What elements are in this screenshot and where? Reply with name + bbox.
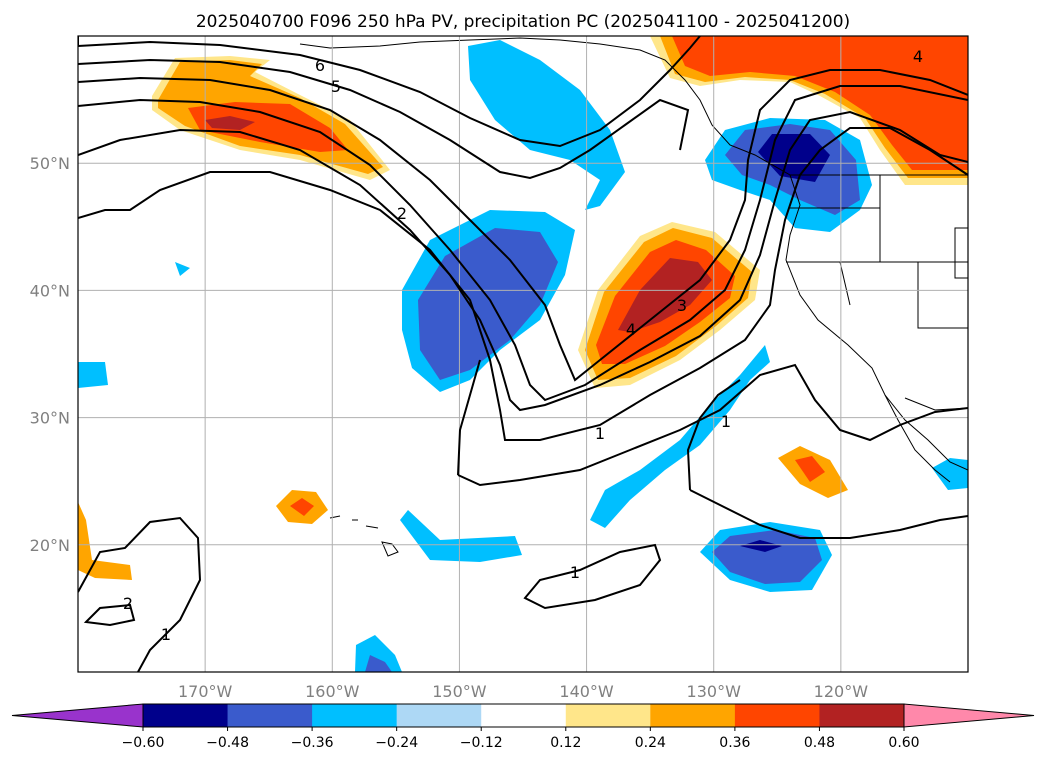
colorbar-frame [142,703,905,728]
precip-area-gulf-alaska-strong [188,102,348,152]
hawaiian-islands [329,515,399,557]
precip-area-west-edge-neg [78,362,108,388]
colorbar-tick-label: −0.60 [122,735,165,751]
colorbar-tick-label: −0.12 [460,735,503,751]
precip-area-northeast-strong [672,36,968,170]
chart-title: 2025040700 F096 250 hPa PV, precipitatio… [196,12,850,32]
colorbar: −0.60 −0.48 −0.36 −0.24 −0.12 0.12 0.24 0.36 0.4… [11,703,1035,751]
colorbar-segment [565,704,651,727]
pv-contour-line [78,36,701,148]
pv-contour-line [83,603,136,627]
precip-area-small-island-neg [175,262,190,276]
pv-contour-line [457,359,481,476]
gridlines [78,36,968,672]
colorbar-tick-label: 0.12 [550,735,581,751]
precip-area-southeast-neg-max [740,540,782,552]
pv-contour-line [78,127,968,441]
y-tick-label: 50°N [30,154,70,173]
x-tick-label: 150°W [432,682,487,701]
x-tick-label: 140°W [559,682,614,701]
y-tick-label: 30°N [30,409,70,428]
colorbar-segment [143,704,229,727]
colorbar-tick-label: 0.48 [804,735,835,751]
y-tick-label: 40°N [30,281,70,300]
colorbar-tick-label: −0.24 [375,735,418,751]
precip-area-hawaii-pos-core [290,498,314,516]
colorbar-segment [312,704,398,727]
pv-contour-line [523,543,662,610]
pv-contour-label: 2 [123,594,133,613]
x-tick-label: 170°W [178,682,233,701]
precip-area-south-edge-neg [355,635,402,672]
precip-area-gulf-alaska-max [205,116,255,130]
colorbar-tick-label: 0.24 [635,735,666,751]
x-tick-label: 160°W [305,682,360,701]
pv-contour-line [78,58,690,180]
precip-area-hawaii-streak [400,510,522,562]
coastline-north-america [299,37,968,471]
pv-contour-label: 2 [397,204,407,223]
x-tick-label: 120°W [814,682,869,701]
pv-contour-label: 5 [331,77,341,96]
precip-area-north-streak [468,40,625,210]
pv-contour-line [457,363,968,487]
colorbar-segment [819,704,905,727]
map-plot-area: 6 5 2 4 3 1 1 1 2 1 4 [77,35,969,673]
map-frame [77,35,969,673]
colorbar-segment [481,704,567,727]
y-axis-ticks: 50°N 40°N 30°N 20°N [30,154,70,555]
x-axis-ticks: 170°W 160°W 150°W 140°W 130°W 120°W [178,682,868,701]
pv-contour-label: 1 [595,424,605,443]
x-tick-label: 130°W [687,682,742,701]
colorbar-segment [734,704,820,727]
pv-contour-line [78,69,968,382]
precip-fill-layer [78,36,968,672]
pv-contour-label: 1 [570,563,580,582]
state-borders [786,174,968,329]
coastline-layer [299,37,968,557]
pv-contour-layer [78,36,968,672]
precip-area-central-pos-max [618,258,712,332]
pv-contour-label: 4 [913,47,923,66]
pv-contour-labels: 6 5 2 4 3 1 1 1 2 1 4 [123,47,923,644]
precip-area-southeast-neg-strong [712,530,822,584]
pv-contour-line [78,110,968,412]
pv-contour-label: 6 [315,56,325,75]
pv-contour-label: 1 [721,412,731,431]
precip-area-pnw-neg-max [758,134,830,182]
colorbar-tick-label: 0.36 [719,735,750,751]
colorbar-tick-label: 0.60 [888,735,919,751]
precip-area-central-neg-strong [418,228,558,380]
colorbar-extend-max [903,703,1035,728]
colorbar-extend-min [11,703,144,728]
precip-area-baja-pos-core [795,456,825,482]
colorbar-segment [227,704,313,727]
pv-contour-label: 4 [626,320,636,339]
pv-contour-line [78,516,202,672]
pv-contour-line [78,85,968,402]
precip-area-south-edge-neg-strong [365,655,392,672]
y-tick-label: 20°N [30,536,70,555]
precip-area-west-edge-pos [78,502,132,580]
colorbar-tick-label: −0.36 [291,735,334,751]
colorbar-tick-label: −0.48 [206,735,249,751]
pv-contour-label: 1 [161,625,171,644]
pv-contour-label: 3 [677,296,687,315]
pv-contour-line [686,379,968,539]
colorbar-segment [650,704,736,727]
colorbar-segment [396,704,482,727]
